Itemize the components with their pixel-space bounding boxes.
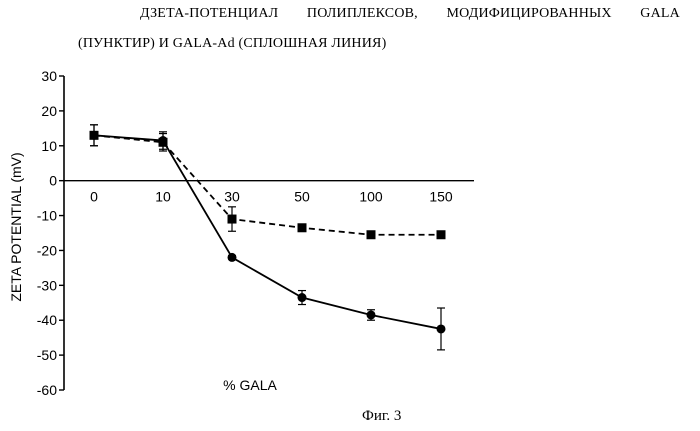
x-tick-label: 30 <box>224 189 240 205</box>
y-axis-label: ZETA POTENTIAL (mV) <box>8 152 24 301</box>
data-series <box>90 125 446 350</box>
data-point-square <box>228 215 237 224</box>
data-point-circle <box>90 131 99 140</box>
data-point-square <box>367 230 376 239</box>
data-point-circle <box>228 253 237 262</box>
x-tick-label: 50 <box>294 189 310 205</box>
y-axis-ticks: 30 20 10 0 -10 -20 -30 -40 -50 -60 <box>37 68 64 398</box>
x-tick-label: 100 <box>359 189 383 205</box>
data-point-square <box>298 223 307 232</box>
y-tick-label: -20 <box>37 242 57 258</box>
x-tick-label: 10 <box>155 189 171 205</box>
data-point-circle <box>159 136 168 145</box>
data-point-square <box>437 230 446 239</box>
data-point-circle <box>367 310 376 319</box>
x-axis-label: % GALA <box>223 377 277 393</box>
y-tick-label: 20 <box>41 103 57 119</box>
x-axis-tick-labels: 0 10 30 50 100 150 <box>90 189 453 205</box>
data-point-circle <box>298 293 307 302</box>
y-tick-label: -30 <box>37 277 57 293</box>
y-tick-label: 30 <box>41 68 57 84</box>
series-line <box>94 135 441 234</box>
data-point-circle <box>437 324 446 333</box>
y-tick-label: -50 <box>37 347 57 363</box>
series-line <box>94 135 441 329</box>
axes <box>64 76 474 390</box>
y-tick-label: 10 <box>41 138 57 154</box>
x-tick-label: 150 <box>429 189 453 205</box>
y-tick-label: -10 <box>37 208 57 224</box>
y-tick-label: 0 <box>49 173 57 189</box>
series-dashed-square <box>90 125 446 239</box>
series-solid-circle <box>90 125 446 350</box>
figure-caption: Фиг. 3 <box>362 408 401 425</box>
y-tick-label: -60 <box>37 382 57 398</box>
y-tick-label: -40 <box>37 312 57 328</box>
x-tick-label: 0 <box>90 189 98 205</box>
